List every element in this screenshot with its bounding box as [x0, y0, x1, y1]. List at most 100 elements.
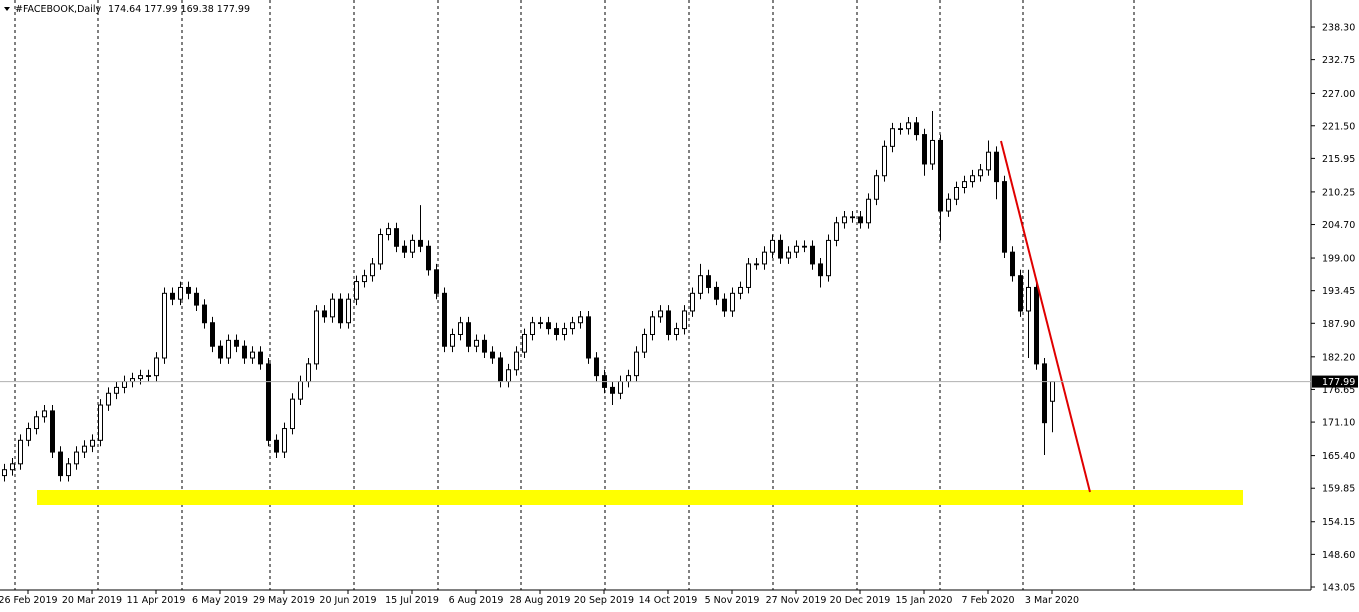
- y-tick-label: 204.70: [1322, 220, 1355, 231]
- candle-body: [906, 122, 911, 130]
- y-tick-label: 227.00: [1322, 89, 1355, 100]
- candle-body: [434, 269, 439, 294]
- candle-body: [762, 251, 767, 265]
- candle-body: [50, 410, 55, 453]
- y-tick-label: 199.00: [1322, 254, 1355, 265]
- candle-body: [474, 339, 479, 347]
- candle-body: [970, 175, 975, 183]
- candle-body: [714, 286, 719, 300]
- x-tick-label: 6 Aug 2019: [449, 595, 504, 606]
- candle-body: [930, 139, 935, 165]
- candle-body: [866, 198, 871, 224]
- candle-body: [362, 275, 367, 283]
- candle-body: [746, 263, 751, 288]
- candle-body: [626, 375, 631, 383]
- candle-body: [834, 222, 839, 241]
- candle-body: [306, 363, 311, 383]
- candle-body: [1018, 275, 1023, 312]
- candle-body: [402, 245, 407, 253]
- candle-body: [850, 216, 855, 219]
- y-tick-label: 143.05: [1322, 583, 1355, 594]
- candle-body: [250, 351, 255, 359]
- candle-body: [946, 198, 951, 212]
- candle-body: [1034, 286, 1039, 365]
- candle-body: [570, 322, 575, 330]
- candle-body: [194, 292, 199, 306]
- candle-body: [690, 292, 695, 312]
- candle-body: [578, 316, 583, 324]
- candle-body: [586, 316, 591, 359]
- candle-body: [610, 386, 615, 394]
- candle-body: [98, 404, 103, 441]
- ohlc-label: 174.64 177.99 169.38 177.99: [108, 4, 250, 15]
- candle-body: [466, 322, 471, 347]
- candle-body: [450, 333, 455, 347]
- candle-body: [498, 357, 503, 383]
- candle-body: [786, 251, 791, 259]
- candle-body: [618, 381, 623, 394]
- candle-body: [562, 328, 567, 335]
- x-tick-label: 7 Feb 2020: [961, 595, 1014, 606]
- candle-body: [114, 386, 119, 394]
- candle-body: [146, 375, 151, 377]
- candle-body: [482, 339, 487, 353]
- candle-body: [178, 286, 183, 300]
- candle-body: [522, 333, 527, 353]
- candle-body: [698, 275, 703, 294]
- y-tick-label: 215.95: [1322, 154, 1355, 165]
- y-tick-label: 165.40: [1322, 451, 1355, 462]
- candle-body: [226, 339, 231, 359]
- candle-body: [818, 263, 823, 277]
- y-tick-label: 193.45: [1322, 286, 1355, 297]
- y-tick-label: 182.20: [1322, 352, 1355, 363]
- candle-body: [890, 128, 895, 147]
- candle-body: [162, 292, 167, 359]
- candle-body: [674, 328, 679, 335]
- candle-body: [538, 322, 543, 325]
- y-tick-label: 238.30: [1322, 22, 1355, 33]
- candle-body: [234, 339, 239, 347]
- y-tick-label: 171.10: [1322, 418, 1355, 429]
- menu-icon[interactable]: [4, 7, 10, 11]
- candle-body: [322, 310, 327, 318]
- trend-line: [1000, 140, 1091, 493]
- candle-body: [418, 239, 423, 247]
- candle-body: [514, 351, 519, 371]
- x-tick-label: 20 Mar 2019: [62, 595, 122, 606]
- candle-body: [1042, 363, 1047, 424]
- candle-body: [554, 328, 559, 335]
- candle-body: [186, 286, 191, 294]
- candle-body: [842, 216, 847, 224]
- candle-body: [242, 345, 247, 359]
- candle-body: [706, 275, 711, 288]
- x-tick-label: 14 Oct 2019: [639, 595, 698, 606]
- y-tick-label: 176.65: [1322, 385, 1355, 396]
- symbol-label: #FACEBOOK,Daily: [15, 4, 101, 15]
- candle-body: [634, 351, 639, 377]
- candle-body: [218, 345, 223, 359]
- candle-body: [730, 292, 735, 312]
- y-tick-label: 187.90: [1322, 319, 1355, 330]
- candle-body: [210, 322, 215, 347]
- candle-body: [962, 181, 967, 188]
- candle-body: [266, 363, 271, 441]
- candle-body: [330, 298, 335, 318]
- candles: [2, 111, 1055, 482]
- x-tick-label: 6 May 2019: [192, 595, 248, 606]
- candle-body: [770, 239, 775, 253]
- x-tick-label: 20 Jun 2019: [319, 595, 376, 606]
- candle-body: [18, 439, 23, 465]
- candle-body: [1010, 251, 1015, 277]
- candle-body: [546, 322, 551, 330]
- candle-body: [986, 151, 991, 171]
- candle-body: [202, 304, 207, 324]
- x-tick-label: 11 Apr 2019: [127, 595, 186, 606]
- candle-body: [106, 392, 111, 406]
- candle-body: [58, 451, 63, 477]
- candle-body: [754, 263, 759, 266]
- candle-body: [170, 292, 175, 300]
- candle-body: [122, 381, 127, 388]
- candle-body: [298, 381, 303, 400]
- x-tick-label: 5 Nov 2019: [705, 595, 760, 606]
